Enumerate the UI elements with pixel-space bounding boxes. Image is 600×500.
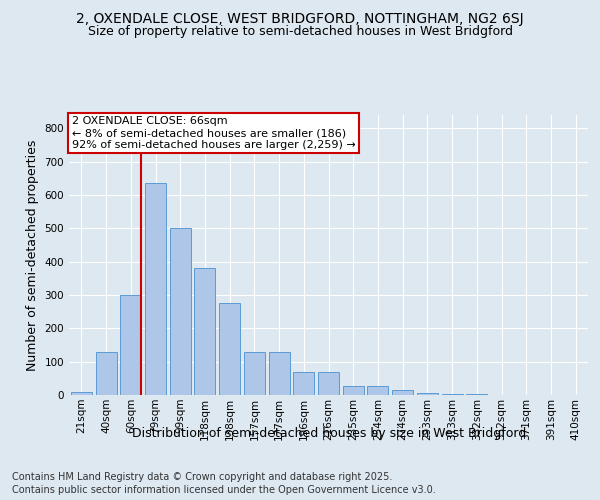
Bar	[170, 228, 191, 395]
Y-axis label: Number of semi-detached properties: Number of semi-detached properties	[26, 140, 39, 370]
Text: 2, OXENDALE CLOSE, WEST BRIDGFORD, NOTTINGHAM, NG2 6SJ: 2, OXENDALE CLOSE, WEST BRIDGFORD, NOTTI…	[76, 12, 524, 26]
Bar	[417, 394, 438, 395]
Bar	[219, 304, 240, 395]
Bar	[442, 394, 463, 395]
Text: Size of property relative to semi-detached houses in West Bridgford: Size of property relative to semi-detach…	[88, 25, 512, 38]
Bar	[318, 372, 339, 395]
Text: Contains public sector information licensed under the Open Government Licence v3: Contains public sector information licen…	[12, 485, 436, 495]
Bar	[71, 392, 92, 395]
Bar	[120, 295, 141, 395]
Bar	[367, 386, 388, 395]
Bar	[343, 386, 364, 395]
Bar	[244, 352, 265, 395]
Text: Contains HM Land Registry data © Crown copyright and database right 2025.: Contains HM Land Registry data © Crown c…	[12, 472, 392, 482]
Text: 2 OXENDALE CLOSE: 66sqm
← 8% of semi-detached houses are smaller (186)
92% of se: 2 OXENDALE CLOSE: 66sqm ← 8% of semi-det…	[71, 116, 355, 150]
Bar	[145, 184, 166, 395]
Bar	[392, 390, 413, 395]
Bar	[194, 268, 215, 395]
Bar	[269, 352, 290, 395]
Text: Distribution of semi-detached houses by size in West Bridgford: Distribution of semi-detached houses by …	[131, 428, 526, 440]
Bar	[95, 352, 116, 395]
Bar	[293, 372, 314, 395]
Bar	[466, 394, 487, 395]
